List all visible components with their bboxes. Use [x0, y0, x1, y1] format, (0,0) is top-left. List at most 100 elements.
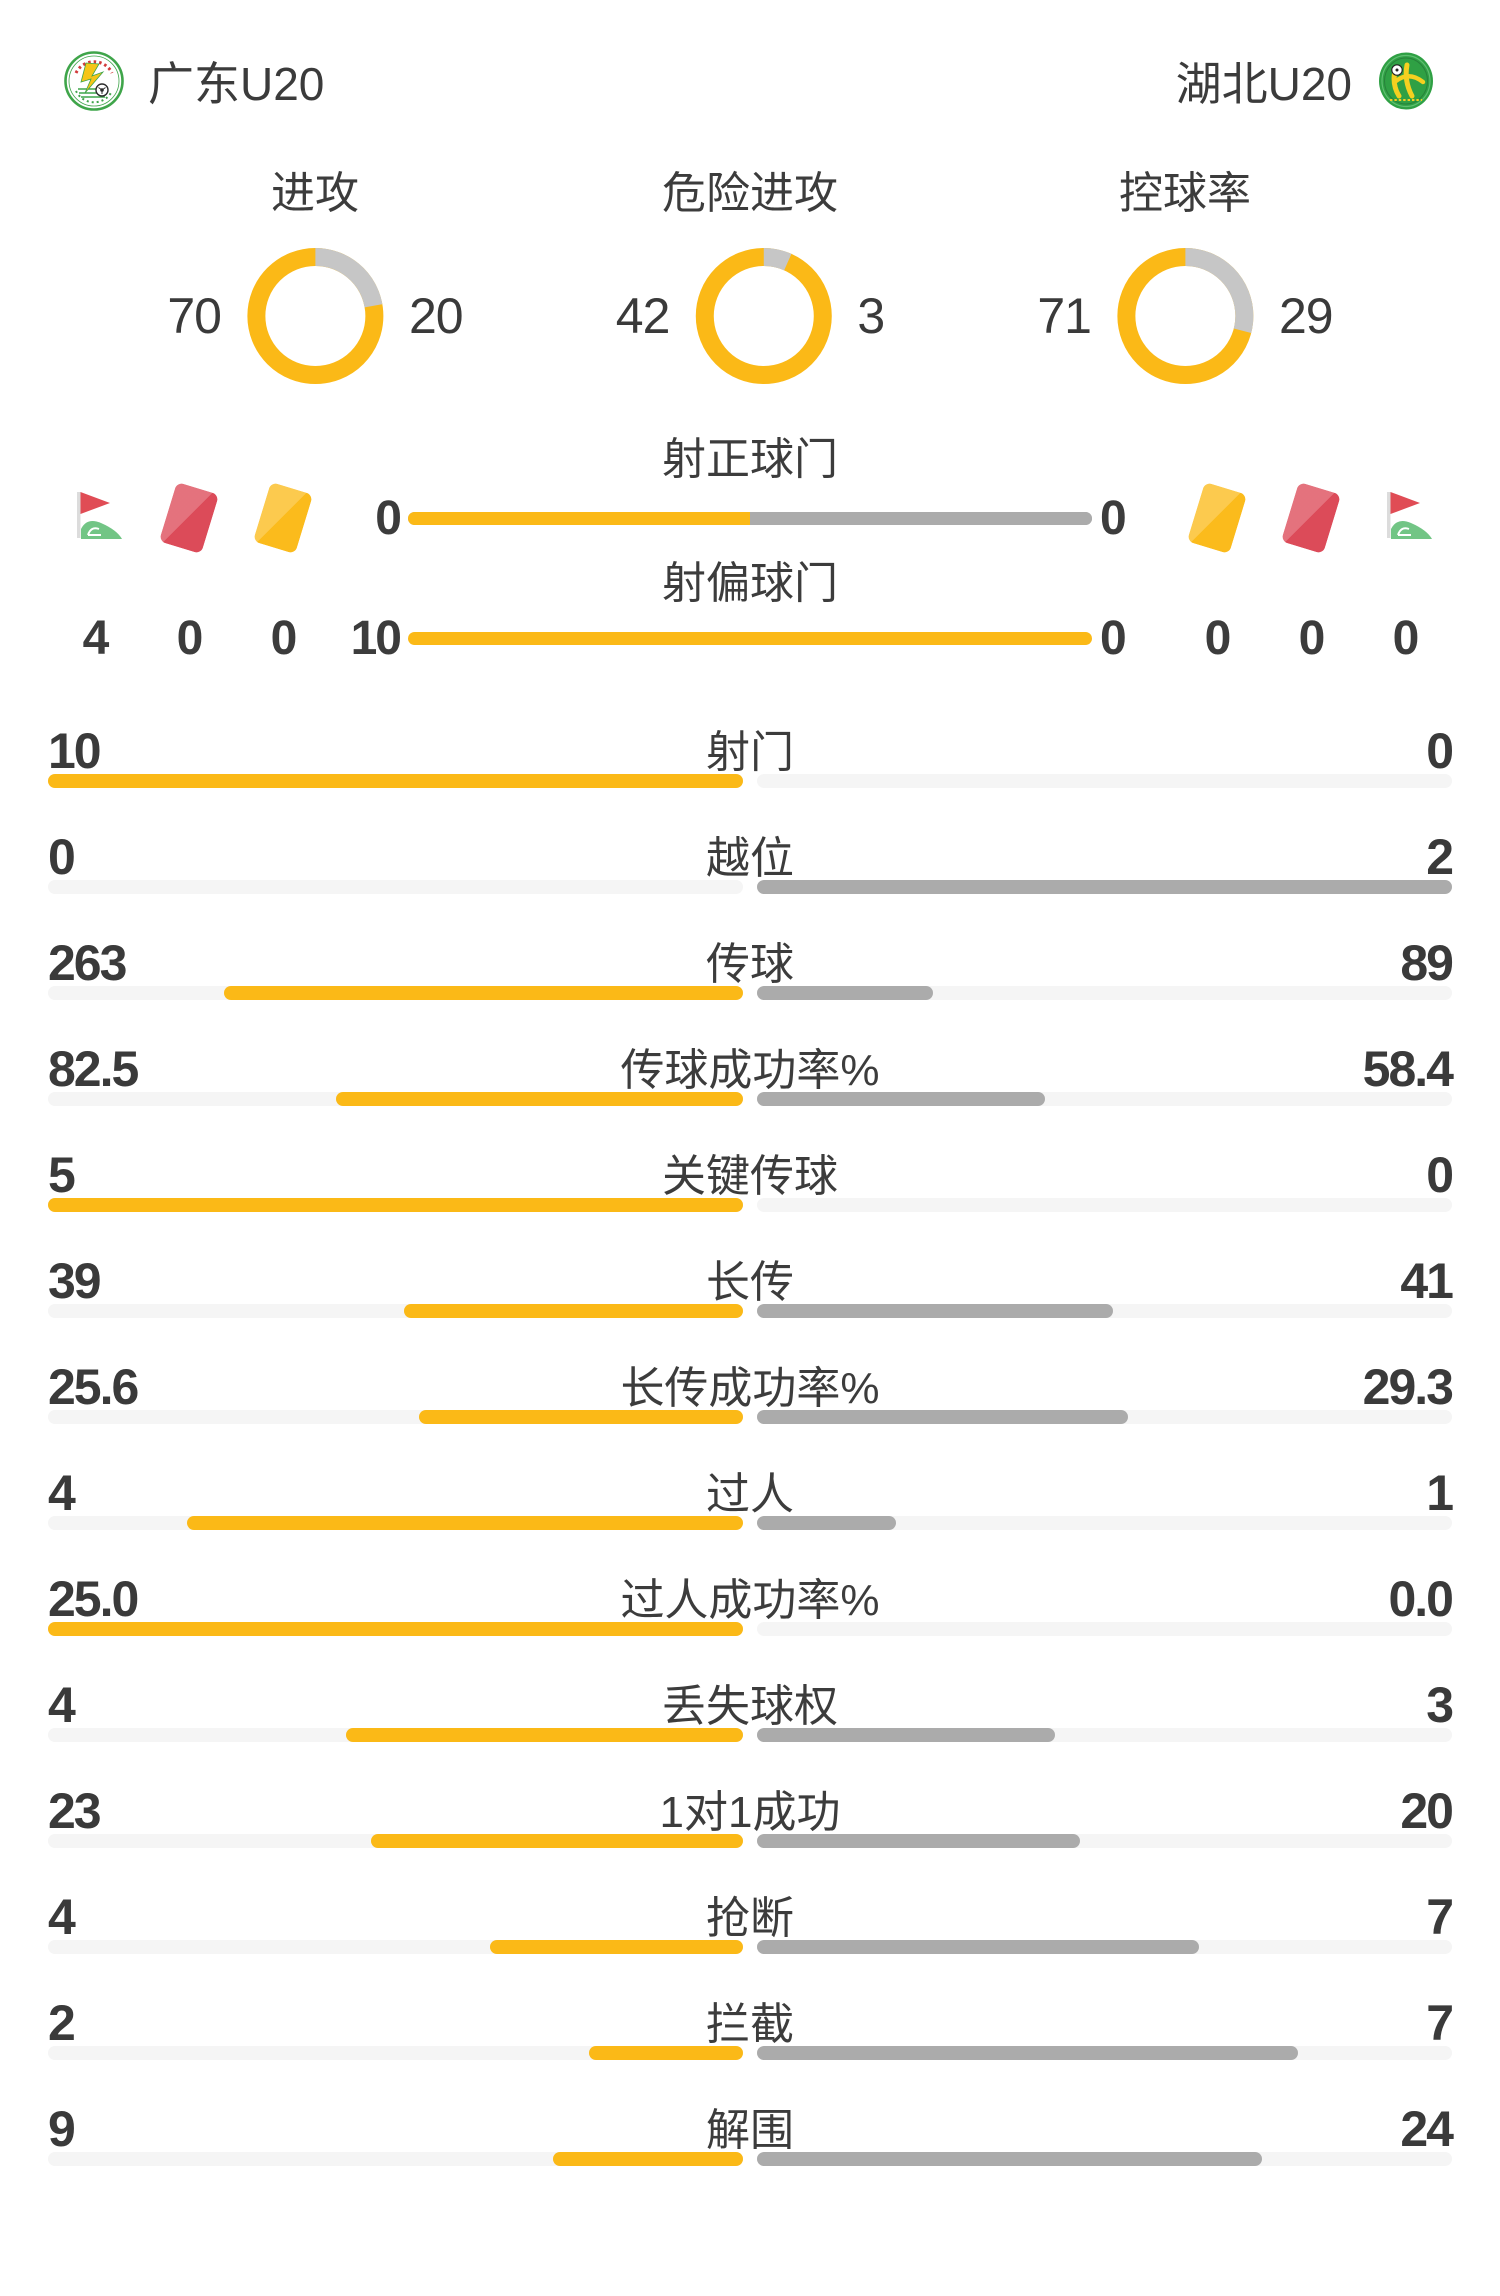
stat-row: 263 传球 89 — [48, 918, 1454, 1024]
stat-home-bar-fill — [418, 1410, 743, 1424]
stat-home-value: 39 — [48, 1253, 102, 1309]
stat-home-bar-fill — [553, 2152, 743, 2166]
stat-away-bar-fill — [757, 880, 1452, 894]
stat-away-bar-fill — [757, 1410, 1128, 1424]
home-team-logo-icon — [64, 51, 124, 111]
stat-home-value: 263 — [48, 935, 127, 991]
stat-label: 1对1成功 — [659, 1788, 841, 1837]
shots-off-target-label: 射偏球门 — [662, 559, 838, 608]
stat-bar — [48, 1304, 1452, 1318]
away-red-cards-count: 0 — [1298, 611, 1326, 665]
stat-home-value: 23 — [48, 1783, 102, 1839]
home-corners-count: 4 — [82, 611, 110, 665]
stat-away-bar-fill — [757, 1304, 1114, 1318]
stat-row: 25.6 长传成功率% 29.3 — [48, 1342, 1454, 1448]
stat-home-value: 0 — [48, 829, 76, 885]
donut-attacks-home-value: 70 — [167, 288, 222, 344]
stat-away-value: 2 — [1426, 829, 1454, 885]
stat-row: 4 抢断 7 — [48, 1872, 1454, 1978]
donut-attacks-away-value: 20 — [409, 288, 464, 344]
donut-dangerous-attacks-away-value: 3 — [857, 288, 885, 344]
stat-label: 过人成功率% — [620, 1576, 880, 1625]
shots-off-target-bar — [408, 631, 1092, 645]
stat-row: 10 射门 0 — [48, 706, 1454, 812]
stat-label: 长传 — [706, 1258, 794, 1307]
away-red-card-icon — [1280, 481, 1342, 555]
stat-bar — [48, 2046, 1452, 2060]
home-yellow-cards-count: 0 — [270, 611, 298, 665]
stat-home-bar-fill — [404, 1304, 743, 1318]
stat-row: 23 1对1成功 20 — [48, 1766, 1454, 1872]
home-corner-flag-icon — [77, 492, 122, 539]
stat-home-bar-fill — [48, 774, 743, 788]
shots-off-target-away-value: 0 — [1100, 611, 1127, 665]
stat-label: 拦截 — [706, 2000, 794, 2049]
stat-away-bar-fill — [757, 2046, 1298, 2060]
stat-away-value: 41 — [1400, 1253, 1454, 1309]
stat-home-value: 4 — [48, 1889, 76, 1945]
stat-away-bar-fill — [757, 1092, 1046, 1106]
away-team-name: 湖北U20 — [1175, 58, 1352, 110]
stat-row: 39 长传 41 — [48, 1236, 1454, 1342]
attacks-donut-chart — [247, 248, 383, 384]
match-header: 广东U20 湖北U20 — [64, 51, 1436, 111]
stat-away-bar-fill — [757, 1940, 1200, 1954]
stat-bar — [48, 2152, 1452, 2166]
discipline-icons-row: 0 0 — [48, 472, 1452, 564]
stat-bar — [48, 1092, 1452, 1106]
stat-home-value: 82.5 — [48, 1041, 139, 1097]
stat-away-value: 0.0 — [1388, 1571, 1454, 1627]
donut-dangerous-attacks-label: 危险进攻 — [662, 169, 838, 218]
shots-on-target-label: 射正球门 — [662, 435, 838, 484]
stat-label: 射门 — [706, 728, 794, 777]
stat-label: 传球成功率% — [620, 1046, 880, 1095]
stat-bar — [48, 986, 1452, 1000]
donut-possession-away-value: 29 — [1279, 288, 1334, 344]
stat-home-value: 25.0 — [48, 1571, 139, 1627]
stat-row: 25.0 过人成功率% 0.0 — [48, 1554, 1454, 1660]
home-team-name: 广东U20 — [148, 58, 325, 110]
away-discipline-counts: 0 0 0 — [1170, 611, 1452, 666]
match-stats-page: { "teams": { "home": { "name": "广东U20" }… — [0, 51, 1500, 2296]
home-discipline-icons — [48, 481, 330, 555]
stat-label: 丢失球权 — [662, 1682, 838, 1731]
stat-away-value: 89 — [1400, 935, 1454, 991]
donut-charts-section: 进攻 70 20 危险进攻 42 3 控球率 71 — [0, 166, 1500, 386]
donut-possession: 控球率 71 29 — [1037, 166, 1334, 386]
stat-bar — [48, 1940, 1452, 1954]
away-yellow-cards-count: 0 — [1204, 611, 1232, 665]
stat-away-bar-fill — [757, 1728, 1055, 1742]
stat-home-bar-fill — [371, 1834, 743, 1848]
shots-off-target-home-value: 10 — [350, 611, 402, 665]
stat-away-value: 7 — [1426, 1995, 1454, 2051]
stat-label: 越位 — [706, 834, 794, 883]
stat-bar — [48, 1516, 1452, 1530]
stat-bar — [48, 880, 1452, 894]
stat-row: 4 过人 1 — [48, 1448, 1454, 1554]
stat-home-bar-fill — [48, 1198, 743, 1212]
stat-home-bar-fill — [345, 1728, 743, 1742]
home-yellow-card-icon — [252, 481, 314, 555]
stat-home-bar-fill — [336, 1092, 743, 1106]
away-team: 湖北U20 — [1176, 48, 1436, 114]
stats-list: 10 射门 0 0 越位 2 263 传球 89 82.5 传球成功率% 58.… — [48, 706, 1454, 2190]
stat-away-value: 0 — [1426, 1147, 1454, 1203]
discipline-counts-row: 4 0 0 10 0 0 0 0 — [48, 600, 1452, 676]
stat-row: 9 解围 24 — [48, 2084, 1454, 2190]
stat-home-value: 25.6 — [48, 1359, 139, 1415]
stat-away-value: 20 — [1400, 1783, 1454, 1839]
stat-label: 关键传球 — [662, 1152, 838, 1201]
donut-dangerous-attacks-home-value: 42 — [615, 288, 671, 344]
stat-away-value: 7 — [1426, 1889, 1454, 1945]
stat-away-bar-fill — [757, 1516, 896, 1530]
donut-possession-home-value: 71 — [1037, 288, 1092, 344]
stat-bar — [48, 1410, 1452, 1424]
stat-home-value: 4 — [48, 1465, 76, 1521]
stat-away-value: 58.4 — [1362, 1041, 1454, 1097]
stat-row: 82.5 传球成功率% 58.4 — [48, 1024, 1454, 1130]
home-red-card-icon — [158, 481, 220, 555]
donut-dangerous-attacks: 危险进攻 42 3 — [615, 166, 885, 386]
stat-away-bar-fill — [757, 986, 933, 1000]
away-corners-count: 0 — [1392, 611, 1420, 665]
shots-section: 射正球门 射偏球门 0 0 — [48, 386, 1452, 688]
